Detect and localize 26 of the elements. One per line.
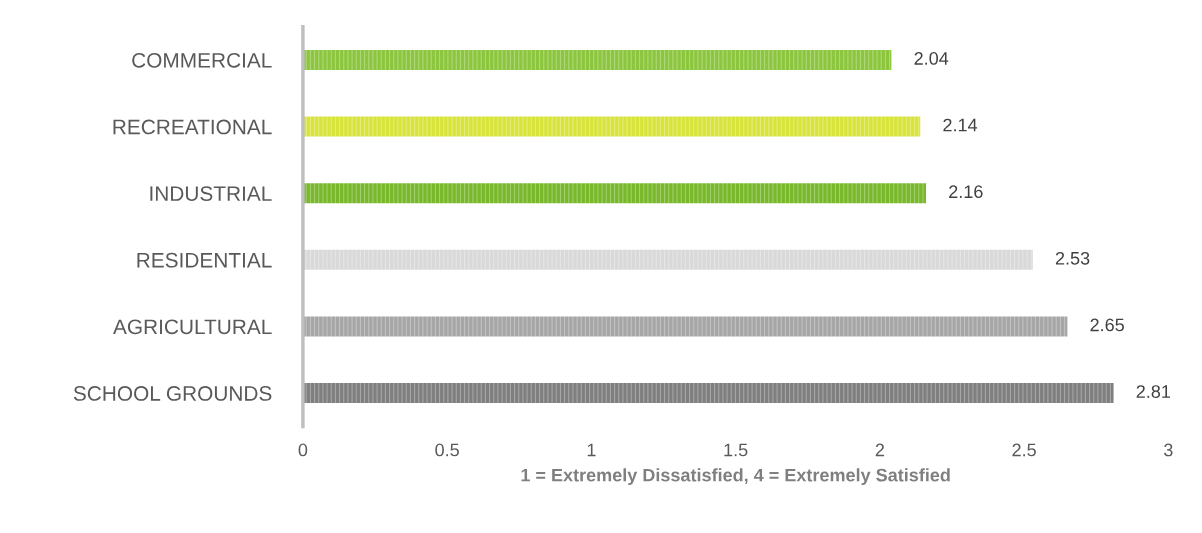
y-tick-label: INDUSTRIAL — [150, 186, 272, 201]
x-tick-label: 2.5 — [1012, 443, 1036, 457]
bar — [302, 249, 1033, 270]
x-tick-label: 1 — [587, 443, 596, 457]
x-tick-label: 0 — [298, 443, 308, 457]
x-tick-label: 1.5 — [724, 443, 748, 457]
bar — [302, 183, 927, 204]
y-tick-label: SCHOOL GROUNDS — [73, 386, 272, 401]
y-tick-label: RESIDENTIAL — [137, 252, 272, 268]
x-tick-label: 0.5 — [435, 443, 459, 457]
data-label: 2.14 — [943, 118, 978, 132]
data-label: 2.53 — [1055, 251, 1090, 265]
data-label: 2.81 — [1136, 385, 1171, 398]
bar — [302, 316, 1068, 337]
x-tick-label: 2 — [875, 443, 884, 457]
data-label: 2.04 — [914, 52, 949, 65]
bar — [302, 383, 1114, 404]
y-tick-label: RECREATIONAL — [113, 119, 272, 135]
y-tick-label: AGRICULTURAL — [113, 319, 272, 335]
data-label: 2.16 — [949, 185, 983, 199]
bar — [302, 49, 892, 70]
x-tick-label: 3 — [1164, 443, 1173, 457]
bar — [302, 116, 921, 137]
data-label: 2.65 — [1090, 318, 1124, 332]
x-axis-title: 1 = Extremely Dissatisfied, 4 = Extremely Satisfied — [521, 468, 950, 486]
y-tick-label: COMMERCIAL — [132, 52, 272, 68]
